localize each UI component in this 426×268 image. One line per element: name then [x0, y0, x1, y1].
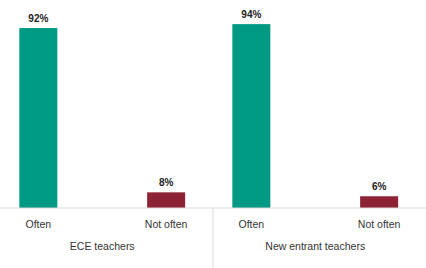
- data-label: 94%: [241, 9, 261, 20]
- bars: [19, 24, 398, 208]
- series-label: Often: [25, 218, 51, 230]
- series-label: Not often: [358, 218, 401, 230]
- data-label: 8%: [159, 177, 174, 188]
- data-label: 6%: [372, 181, 387, 192]
- data-label: 92%: [28, 13, 48, 24]
- bar: [360, 196, 398, 208]
- series-label: Not often: [145, 218, 188, 230]
- chart-svg: 92% Often 8% Not often ECE teachers 94% Often 6…: [0, 0, 426, 268]
- category-label: ECE teachers: [70, 240, 135, 252]
- group-separator: [213, 208, 214, 268]
- chart-root: 92% Often 8% Not often ECE teachers 94% Often 6…: [0, 0, 426, 268]
- bar: [19, 28, 57, 208]
- bar: [232, 24, 270, 208]
- category-label: New entrant teachers: [265, 240, 365, 252]
- series-label: Often: [238, 218, 264, 230]
- bar: [147, 192, 185, 208]
